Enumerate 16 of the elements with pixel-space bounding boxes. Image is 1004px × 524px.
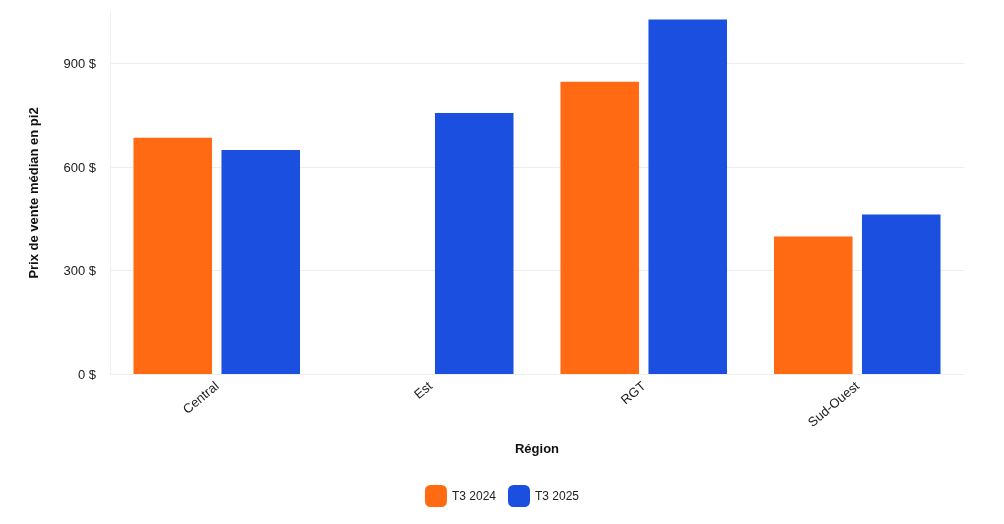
y-tick-label: 600 $	[63, 159, 97, 175]
x-axis-title: Région	[514, 441, 560, 456]
y-tick-label: 300 $	[63, 263, 97, 279]
y-tick-label: 0 $	[77, 366, 97, 382]
bar	[434, 113, 514, 374]
bar	[560, 81, 640, 374]
bar	[648, 19, 728, 374]
bar	[221, 149, 301, 374]
y-tick-label: 900 $	[63, 56, 97, 72]
bar	[773, 236, 853, 374]
y-axis-title: Prix de vente médian en pi2	[26, 107, 41, 279]
x-tick-label: Est	[411, 378, 436, 402]
bar	[861, 214, 941, 374]
legend-label: T3 2024	[451, 489, 497, 503]
bar	[133, 137, 213, 374]
legend-label: T3 2025	[535, 489, 580, 503]
